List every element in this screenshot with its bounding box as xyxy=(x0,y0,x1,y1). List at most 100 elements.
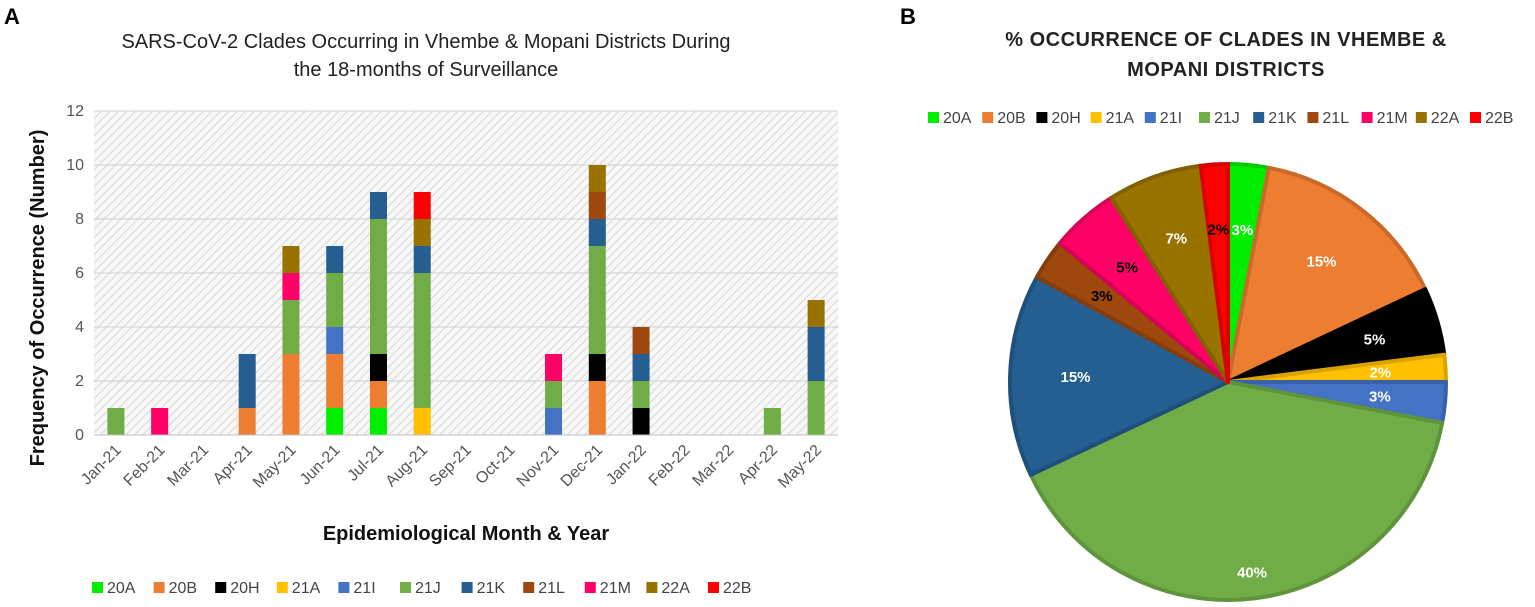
legend-label-20a: 20A xyxy=(107,580,136,597)
y-tick-label: 2 xyxy=(75,373,84,390)
x-tick-label: May-22 xyxy=(775,442,825,492)
y-tick-label: 6 xyxy=(75,265,84,282)
x-tick-label: Apr-21 xyxy=(210,442,256,488)
bar-segment-21l-jan-22 xyxy=(632,327,650,354)
bar-segment-21k-jul-21 xyxy=(369,192,387,219)
pie-legend-label-21i: 21I xyxy=(1160,110,1182,127)
bar-segment-20a-jul-21 xyxy=(369,408,387,435)
pie-data-label-21i: 3% xyxy=(1369,388,1391,405)
legend-swatch-21i xyxy=(338,582,350,593)
bar-segment-20b-apr-21 xyxy=(238,408,256,435)
bar-segment-21j-aug-21 xyxy=(413,273,431,408)
legend-label-21i: 21I xyxy=(353,580,375,597)
x-tick-label: Jul-21 xyxy=(344,442,387,485)
pie-data-label-20b: 15% xyxy=(1306,253,1336,270)
y-tick-label: 8 xyxy=(75,211,84,228)
pie-data-label-21m: 5% xyxy=(1116,260,1138,277)
legend-label-22b: 22B xyxy=(723,580,751,597)
legend-swatch-21k xyxy=(461,582,473,593)
pie-legend-swatch-22b xyxy=(1470,112,1481,123)
x-tick-label: Apr-22 xyxy=(735,442,781,488)
bar-segment-21j-may-21 xyxy=(282,300,300,354)
pie-legend-label-21a: 21A xyxy=(1106,110,1135,127)
x-tick-label: Feb-21 xyxy=(121,442,169,490)
x-tick-label: Sep-21 xyxy=(426,442,475,491)
y-tick-label: 10 xyxy=(66,157,84,174)
bar-segment-22a-dec-21 xyxy=(588,165,606,192)
pie-legend-label-21k: 21K xyxy=(1268,110,1297,127)
bar-segment-21m-may-21 xyxy=(282,273,300,300)
bar-segment-21j-jul-21 xyxy=(369,219,387,354)
pie-data-label-20a: 3% xyxy=(1232,222,1254,239)
bar-segment-22b-aug-21 xyxy=(413,192,431,219)
bar-segment-21k-jan-22 xyxy=(632,354,650,381)
pie-legend-swatch-20b xyxy=(982,112,994,123)
legend-label-20b: 20B xyxy=(169,580,197,597)
x-tick-label: Feb-22 xyxy=(646,442,694,490)
x-tick-label: Aug-21 xyxy=(383,442,432,491)
bar-segment-20b-jul-21 xyxy=(369,381,387,408)
pie-legend-label-22b: 22B xyxy=(1485,110,1513,127)
y-tick-label: 12 xyxy=(66,103,84,120)
x-tick-label: May-21 xyxy=(250,442,300,492)
bar-segment-21j-may-22 xyxy=(807,381,825,435)
legend-swatch-21l xyxy=(523,582,535,593)
pie-slice-20b xyxy=(1226,165,1428,384)
legend-label-20h: 20H xyxy=(230,580,259,597)
bar-chart-title-line-2: the 18-months of Surveillance xyxy=(294,59,559,81)
pie-slice-21j xyxy=(1028,380,1445,602)
bar-segment-21j-jan-22 xyxy=(632,381,650,408)
bar-chart-title-line-1: SARS-CoV-2 Clades Occurring in Vhembe & … xyxy=(121,31,730,53)
y-tick-label: 4 xyxy=(75,319,84,336)
pie-legend-swatch-22a xyxy=(1415,112,1427,123)
bar-segment-21m-nov-21 xyxy=(545,354,563,381)
legend-label-21a: 21A xyxy=(292,580,321,597)
x-tick-label: Oct-21 xyxy=(473,442,519,488)
pie-legend-label-22a: 22A xyxy=(1431,110,1460,127)
y-tick-label: 0 xyxy=(75,427,84,444)
bar-segment-21i-jun-21 xyxy=(326,327,344,354)
bar-segment-21a-aug-21 xyxy=(413,408,431,435)
legend-swatch-22b xyxy=(708,582,719,593)
bar-segment-22a-may-21 xyxy=(282,246,300,273)
bar-segment-21l-dec-21 xyxy=(588,192,606,219)
panel-b-letter: B xyxy=(900,4,916,29)
bar-segment-21j-dec-21 xyxy=(588,246,606,354)
y-axis-label: Frequency of Occurrence (Number) xyxy=(27,130,49,467)
legend-label-22a: 22A xyxy=(661,580,690,597)
bar-segment-22a-aug-21 xyxy=(413,219,431,246)
bar-segment-21m-feb-21 xyxy=(151,408,169,435)
pie-slice-21k xyxy=(1008,274,1230,477)
pie-legend-label-21l: 21L xyxy=(1322,110,1349,127)
legend-swatch-21a xyxy=(276,582,288,593)
pie-legend-label-20a: 20A xyxy=(943,110,972,127)
panel-a-letter: A xyxy=(4,4,20,29)
bar-segment-22a-may-22 xyxy=(807,300,825,327)
pie-legend-swatch-20h xyxy=(1036,112,1048,123)
pie-slice-22b xyxy=(1198,162,1230,384)
bar-segment-21k-aug-21 xyxy=(413,246,431,273)
pie-legend-label-20h: 20H xyxy=(1051,110,1080,127)
bar-segment-21j-jun-21 xyxy=(326,273,344,327)
legend-swatch-22a xyxy=(646,582,658,593)
pie-legend-label-21j: 21J xyxy=(1214,110,1240,127)
bar-segment-21j-nov-21 xyxy=(545,381,563,408)
legend-label-21l: 21L xyxy=(538,580,565,597)
pie-legend-swatch-21m xyxy=(1361,112,1373,123)
legend-swatch-20h xyxy=(215,582,227,593)
pie-chart-plot: 3%15%5%2%3%40%15%3%5%7%2% xyxy=(1008,162,1448,602)
legend-label-21k: 21K xyxy=(477,580,506,597)
x-tick-label: Mar-22 xyxy=(690,442,738,490)
x-tick-label: Jan-21 xyxy=(78,442,125,489)
pie-legend-label-20b: 20B xyxy=(997,110,1025,127)
bar-segment-21k-jun-21 xyxy=(326,246,344,273)
bar-segment-20b-jun-21 xyxy=(326,354,344,408)
pie-legend-swatch-20a xyxy=(928,112,939,123)
x-tick-label: Mar-21 xyxy=(164,442,212,490)
bar-segment-21j-jan-21 xyxy=(107,408,125,435)
pie-data-label-21a: 2% xyxy=(1369,364,1391,381)
legend-label-21j: 21J xyxy=(415,580,441,597)
pie-data-label-21j: 40% xyxy=(1237,564,1267,581)
